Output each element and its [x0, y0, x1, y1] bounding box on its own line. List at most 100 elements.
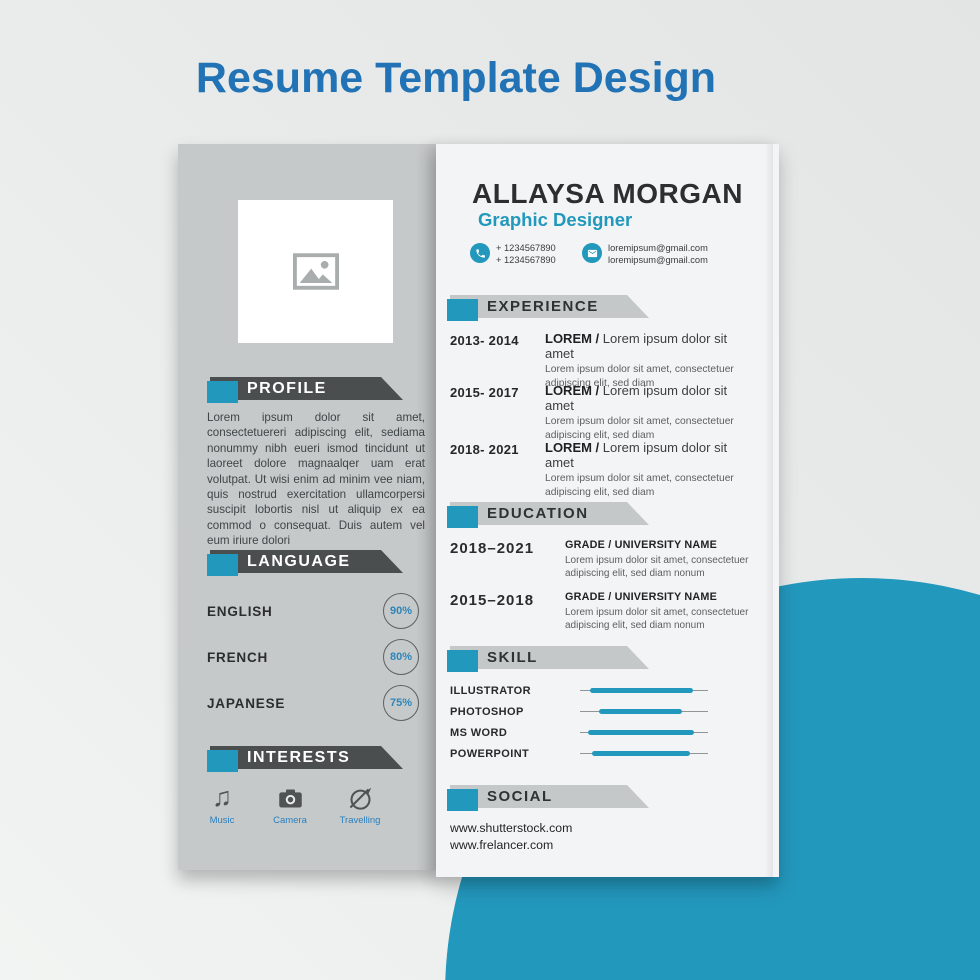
experience-entry: LOREM / Lorem ipsum dolor sit amet Lorem… [545, 383, 759, 442]
accent-square [207, 554, 238, 576]
social-section-header: SOCIAL [447, 785, 649, 811]
accent-square [207, 381, 238, 403]
language-row: FRENCH 80% [207, 638, 419, 676]
experience-title-rest: Lorem ipsum dolor sit amet [545, 440, 728, 470]
email-contact: loremipsum@gmail.com loremipsum@gmail.co… [582, 240, 708, 266]
skill-row: POWERPOINT [450, 747, 765, 761]
interests-section-title: INTERESTS [210, 746, 403, 769]
experience-entry: LOREM / Lorem ipsum dolor sit amet Lorem… [545, 440, 759, 499]
image-icon [292, 253, 339, 290]
education-desc: Lorem ipsum dolor sit amet, consectetuer… [565, 555, 749, 580]
interest-item: Travelling [328, 782, 392, 826]
skill-bar-fill [599, 709, 683, 714]
accent-square [447, 789, 478, 811]
phone-icon [470, 243, 490, 263]
language-section-title: LANGUAGE [210, 550, 403, 573]
skill-bar [580, 705, 708, 719]
experience-section-title: EXPERIENCE [450, 295, 649, 318]
skill-bar [580, 684, 708, 698]
globe-plane-icon [328, 782, 392, 812]
resume-left-panel: PROFILE Lorem ipsum dolor sit amet, cons… [178, 144, 436, 870]
profile-section-title: PROFILE [210, 377, 403, 400]
experience-title-bold: LOREM / [545, 383, 600, 398]
email-address: loremipsum@gmail.com [608, 255, 708, 265]
interests-section-header: INTERESTS [207, 746, 403, 772]
skill-bar [580, 726, 708, 740]
skill-bar-fill [590, 688, 693, 693]
experience-title-bold: LOREM / [545, 331, 600, 346]
language-level: 90% [389, 605, 413, 617]
person-role: Graphic Designer [478, 209, 633, 230]
email-address: loremipsum@gmail.com [608, 243, 708, 253]
interest-label: Camera [273, 815, 307, 826]
resume-right-panel: ALLAYSA MORGAN Graphic Designer + 123456… [436, 144, 779, 877]
language-level-circle: 90% [383, 593, 419, 629]
skill-label: PHOTOSHOP [450, 706, 524, 718]
language-section-header: LANGUAGE [207, 550, 403, 576]
profile-section-header: PROFILE [207, 377, 403, 403]
music-note-icon: ♫ [211, 782, 233, 812]
skill-section-header: SKILL [447, 646, 649, 672]
interest-item: ♫ Music [190, 782, 254, 826]
language-level: 75% [389, 697, 413, 709]
skill-row: MS WORD [450, 726, 765, 740]
language-name: ENGLISH [207, 603, 273, 619]
education-entry: GRADE / UNIVERSITY NAME Lorem ipsum dolo… [565, 591, 765, 632]
skill-section-title: SKILL [450, 646, 649, 669]
education-entry: GRADE / UNIVERSITY NAME Lorem ipsum dolo… [565, 539, 765, 580]
page-fold-shade [765, 144, 773, 877]
experience-title: LOREM / Lorem ipsum dolor sit amet [545, 331, 759, 361]
page-title: Resume Template Design [195, 54, 717, 102]
language-row: JAPANESE 75% [207, 684, 419, 722]
skill-label: ILLUSTRATOR [450, 685, 531, 697]
experience-entry: LOREM / Lorem ipsum dolor sit amet Lorem… [545, 331, 759, 390]
skill-label: POWERPOINT [450, 748, 530, 760]
experience-title: LOREM / Lorem ipsum dolor sit amet [545, 440, 759, 470]
interest-label: Music [209, 815, 235, 826]
experience-date: 2018- 2021 [450, 442, 519, 457]
experience-title-rest: Lorem ipsum dolor sit amet [545, 331, 728, 361]
experience-date: 2015- 2017 [450, 385, 519, 400]
skill-bar [580, 747, 708, 761]
skill-row: ILLUSTRATOR [450, 684, 765, 698]
skill-bar-fill [591, 751, 691, 756]
interest-label: Travelling [339, 815, 381, 826]
experience-section-header: EXPERIENCE [447, 295, 649, 321]
experience-title-rest: Lorem ipsum dolor sit amet [545, 383, 728, 413]
education-section-header: EDUCATION [447, 502, 649, 528]
accent-square [447, 299, 478, 321]
accent-square [207, 750, 238, 772]
envelope-icon [582, 243, 602, 263]
person-name: ALLAYSA MORGAN [472, 178, 743, 209]
language-name: JAPANESE [207, 695, 286, 711]
experience-title-bold: LOREM / [545, 440, 600, 455]
social-link: www.frelancer.com [450, 838, 554, 852]
accent-square [447, 650, 478, 672]
language-row: ENGLISH 90% [207, 592, 419, 630]
phone-number: + 1234567890 [496, 255, 556, 265]
education-school: GRADE / UNIVERSITY NAME [565, 539, 717, 551]
language-level: 80% [389, 651, 413, 663]
education-school: GRADE / UNIVERSITY NAME [565, 591, 717, 603]
profile-text: Lorem ipsum dolor sit amet, consectetuer… [207, 411, 425, 548]
phone-number: + 1234567890 [496, 243, 556, 253]
experience-date: 2013- 2014 [450, 333, 519, 348]
phone-contact: + 1234567890 + 1234567890 [470, 240, 556, 266]
camera-icon [258, 782, 322, 812]
interest-item: Camera [258, 782, 322, 826]
experience-desc: Lorem ipsum dolor sit amet, consectetuer… [545, 364, 734, 389]
education-date: 2018–2021 [450, 540, 535, 557]
social-link: www.shutterstock.com [450, 821, 573, 835]
education-section-title: EDUCATION [450, 502, 649, 525]
skill-label: MS WORD [450, 727, 508, 739]
experience-title: LOREM / Lorem ipsum dolor sit amet [545, 383, 759, 413]
language-level-circle: 80% [383, 639, 419, 675]
photo-placeholder [238, 200, 393, 343]
social-links: www.shutterstock.com www.frelancer.com [450, 820, 572, 854]
education-date: 2015–2018 [450, 592, 535, 609]
experience-desc: Lorem ipsum dolor sit amet, consectetuer… [545, 473, 734, 498]
experience-desc: Lorem ipsum dolor sit amet, consectetuer… [545, 416, 734, 441]
skill-bar-fill [587, 730, 694, 735]
social-section-title: SOCIAL [450, 785, 649, 808]
